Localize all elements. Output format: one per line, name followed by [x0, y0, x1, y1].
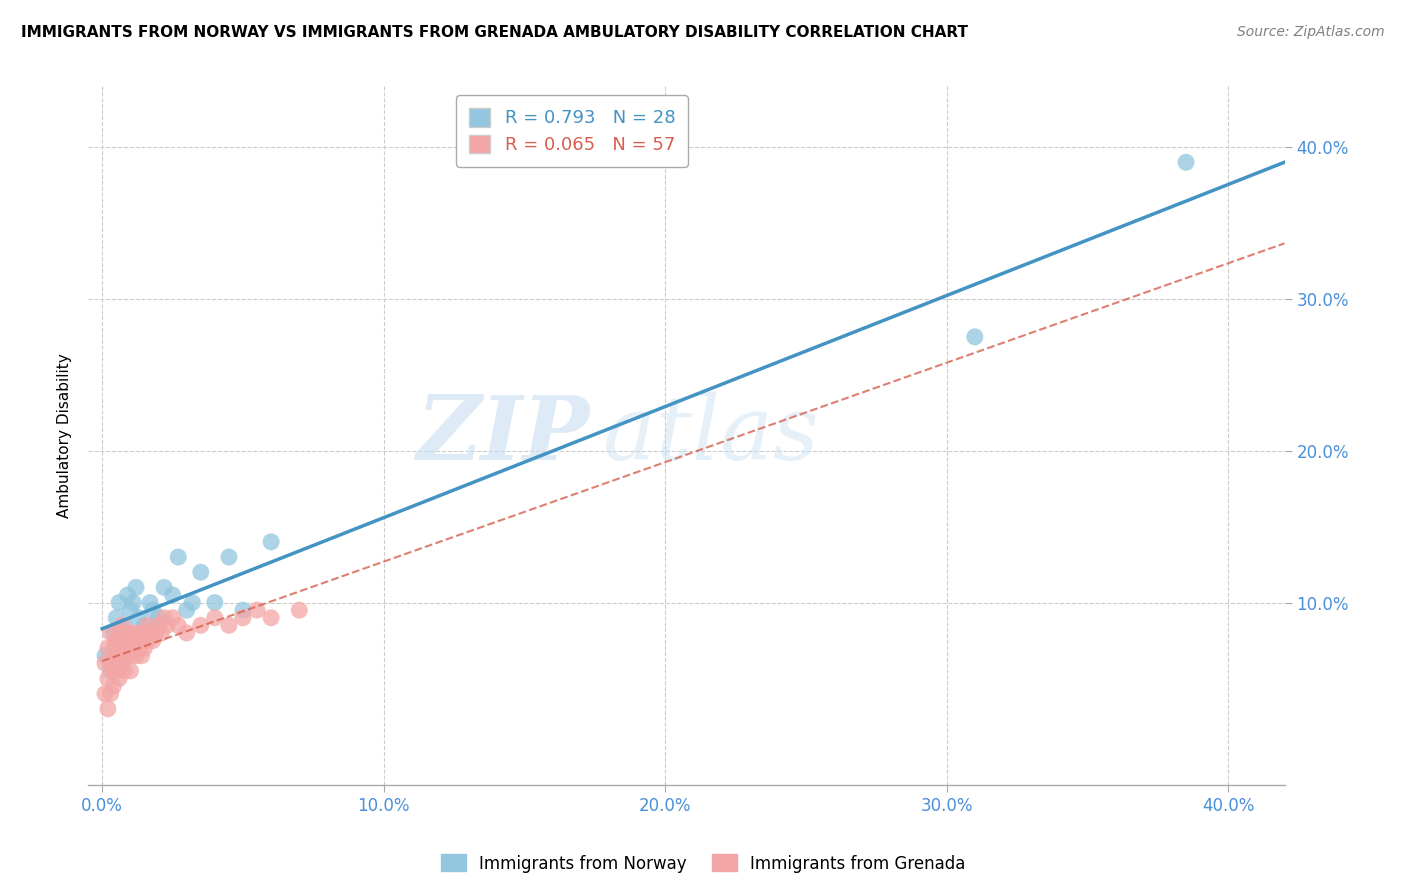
- Point: [97, 672, 120, 686]
- Point: [111, 641, 134, 656]
- Point: [100, 657, 122, 671]
- Point: [162, 611, 184, 625]
- Point: [125, 633, 148, 648]
- Point: [94, 648, 117, 663]
- Point: [120, 633, 142, 648]
- Point: [100, 626, 122, 640]
- Point: [134, 618, 156, 632]
- Point: [145, 626, 167, 640]
- Point: [142, 603, 165, 617]
- Point: [114, 648, 136, 663]
- Point: [131, 633, 153, 648]
- Point: [122, 626, 145, 640]
- Point: [117, 588, 139, 602]
- Point: [97, 702, 120, 716]
- Point: [105, 648, 128, 663]
- Point: [108, 596, 131, 610]
- Point: [100, 664, 122, 678]
- Point: [176, 626, 198, 640]
- Text: atlas: atlas: [603, 392, 818, 479]
- Point: [260, 611, 283, 625]
- Point: [120, 664, 142, 678]
- Point: [162, 588, 184, 602]
- Point: [131, 648, 153, 663]
- Point: [125, 648, 148, 663]
- Point: [105, 633, 128, 648]
- Point: [153, 611, 176, 625]
- Point: [167, 618, 190, 632]
- Point: [100, 687, 122, 701]
- Point: [114, 664, 136, 678]
- Point: [148, 618, 170, 632]
- Point: [122, 596, 145, 610]
- Text: IMMIGRANTS FROM NORWAY VS IMMIGRANTS FROM GRENADA AMBULATORY DISABILITY CORRELAT: IMMIGRANTS FROM NORWAY VS IMMIGRANTS FRO…: [21, 25, 969, 40]
- Point: [128, 641, 150, 656]
- Point: [246, 603, 269, 617]
- Point: [128, 611, 150, 625]
- Point: [114, 618, 136, 632]
- Point: [125, 581, 148, 595]
- Point: [139, 596, 162, 610]
- Point: [128, 626, 150, 640]
- Point: [120, 648, 142, 663]
- Point: [1175, 155, 1198, 169]
- Point: [150, 626, 173, 640]
- Point: [232, 611, 254, 625]
- Y-axis label: Ambulatory Disability: Ambulatory Disability: [58, 353, 72, 518]
- Point: [136, 633, 159, 648]
- Point: [204, 596, 226, 610]
- Point: [111, 618, 134, 632]
- Point: [111, 633, 134, 648]
- Point: [108, 672, 131, 686]
- Point: [105, 611, 128, 625]
- Point: [108, 657, 131, 671]
- Point: [288, 603, 311, 617]
- Point: [134, 641, 156, 656]
- Point: [218, 549, 240, 564]
- Point: [103, 641, 125, 656]
- Point: [167, 549, 190, 564]
- Legend: Immigrants from Norway, Immigrants from Grenada: Immigrants from Norway, Immigrants from …: [434, 847, 972, 880]
- Point: [94, 687, 117, 701]
- Point: [153, 581, 176, 595]
- Point: [148, 611, 170, 625]
- Legend: R = 0.793   N = 28, R = 0.065   N = 57: R = 0.793 N = 28, R = 0.065 N = 57: [456, 95, 688, 167]
- Point: [108, 626, 131, 640]
- Point: [139, 626, 162, 640]
- Point: [103, 679, 125, 693]
- Point: [218, 618, 240, 632]
- Point: [120, 603, 142, 617]
- Point: [190, 618, 212, 632]
- Point: [122, 641, 145, 656]
- Point: [142, 633, 165, 648]
- Point: [181, 596, 204, 610]
- Point: [260, 534, 283, 549]
- Point: [111, 657, 134, 671]
- Point: [134, 626, 156, 640]
- Point: [117, 641, 139, 656]
- Point: [105, 664, 128, 678]
- Text: Source: ZipAtlas.com: Source: ZipAtlas.com: [1237, 25, 1385, 39]
- Point: [114, 633, 136, 648]
- Point: [117, 626, 139, 640]
- Point: [97, 641, 120, 656]
- Point: [103, 626, 125, 640]
- Text: ZIP: ZIP: [418, 392, 591, 479]
- Point: [103, 664, 125, 678]
- Point: [156, 618, 179, 632]
- Point: [190, 565, 212, 579]
- Point: [176, 603, 198, 617]
- Point: [963, 330, 986, 344]
- Point: [204, 611, 226, 625]
- Point: [232, 603, 254, 617]
- Point: [136, 618, 159, 632]
- Point: [94, 657, 117, 671]
